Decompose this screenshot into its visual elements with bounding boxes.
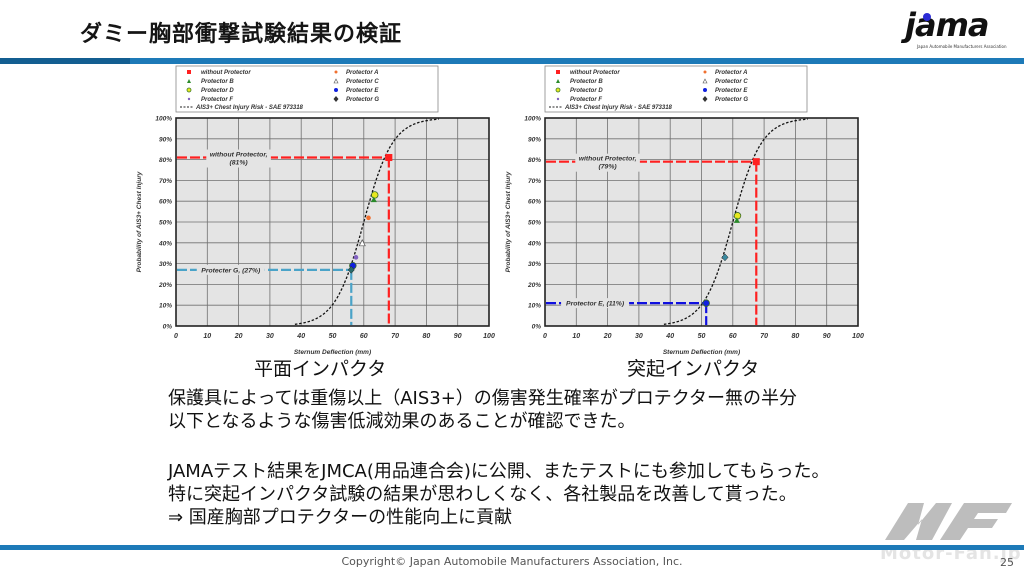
svg-text:Protector C: Protector C <box>346 79 379 85</box>
svg-text:80: 80 <box>792 333 800 340</box>
svg-text:10: 10 <box>203 333 211 340</box>
svg-text:70: 70 <box>760 333 768 340</box>
svg-text:20%: 20% <box>158 282 172 289</box>
svg-text:without Protector: without Protector <box>570 70 620 76</box>
copyright-text: Copyright© Japan Automobile Manufacturer… <box>341 555 683 568</box>
svg-text:40: 40 <box>665 333 674 340</box>
svg-text:40%: 40% <box>158 240 172 247</box>
summary-paragraph: 保護具によっては重傷以上（AIS3+）の傷害発生確率がプロテクター無の半分 以下… <box>168 387 797 433</box>
svg-text:without Protector: without Protector <box>201 70 251 76</box>
svg-text:Protector G: Protector G <box>346 97 379 103</box>
svg-text:Protector D: Protector D <box>570 88 603 94</box>
svg-text:Protector D: Protector D <box>201 88 234 94</box>
svg-text:20: 20 <box>234 333 243 340</box>
svg-text:Protecter G, (27%): Protecter G, (27%) <box>201 267 261 274</box>
svg-text:Protector C: Protector C <box>715 79 748 85</box>
svg-text:50%: 50% <box>528 220 541 227</box>
chart-caption: 突起インパクタ <box>627 358 760 380</box>
svg-text:90: 90 <box>454 333 462 340</box>
svg-text:100: 100 <box>852 333 864 340</box>
logo-dot-icon <box>923 13 931 21</box>
text-line: ⇒ 国産胸部プロテクターの性能向上に貢献 <box>168 507 513 528</box>
svg-text:AIS3+ Chest Injury Risk - SAE: AIS3+ Chest Injury Risk - SAE 973318 <box>564 105 673 111</box>
svg-text:Sternum Deflection (mm): Sternum Deflection (mm) <box>294 349 371 356</box>
logo-subtext: Japan Automobile Manufacturers Associati… <box>917 44 1007 49</box>
svg-text:Protector B: Protector B <box>570 79 603 85</box>
svg-text:Protector F: Protector F <box>570 97 602 103</box>
text-line: 以下となるような傷害低減効果のあることが確認できた。 <box>168 411 636 432</box>
svg-text:AIS3+ Chest Injury Risk - SAE: AIS3+ Chest Injury Risk - SAE 973318 <box>195 105 304 111</box>
svg-text:0: 0 <box>543 333 547 340</box>
jmca-paragraph: JAMAテスト結果をJMCA(用品連合会)に公開、またテストにも参加してもらった… <box>168 460 829 529</box>
svg-text:0%: 0% <box>532 324 542 331</box>
chart-svg: without Protector Protector A Protector … <box>505 65 864 357</box>
chart-protrusion-impactor: without Protector Protector A Protector … <box>499 64 869 380</box>
svg-text:60: 60 <box>360 333 368 340</box>
svg-text:50%: 50% <box>159 220 172 227</box>
svg-text:Protector E: Protector E <box>346 88 379 94</box>
chart-svg: without Protector Protector A Protector … <box>136 65 495 357</box>
svg-text:100%: 100% <box>155 116 172 123</box>
svg-text:90%: 90% <box>528 136 541 143</box>
svg-text:(81%): (81%) <box>230 160 249 167</box>
svg-text:60%: 60% <box>159 199 172 206</box>
svg-text:20%: 20% <box>527 282 541 289</box>
svg-text:50: 50 <box>329 333 337 340</box>
plot-area: 0 10 20 30 40 50 60 70 80 90 100 0% 10% 20% 30% 40% 50% 6… <box>136 116 495 357</box>
svg-text:70%: 70% <box>159 178 172 185</box>
jama-logo: jama Japan Automobile Manufacturers Asso… <box>903 6 1007 50</box>
svg-text:Sternum Deflection (mm): Sternum Deflection (mm) <box>663 349 740 356</box>
svg-text:40: 40 <box>296 333 305 340</box>
svg-text:80%: 80% <box>528 157 541 164</box>
svg-text:Protector F: Protector F <box>201 97 233 103</box>
svg-text:30: 30 <box>635 333 643 340</box>
svg-text:90: 90 <box>823 333 831 340</box>
svg-text:70: 70 <box>391 333 399 340</box>
svg-text:70%: 70% <box>528 178 541 185</box>
svg-text:10: 10 <box>572 333 580 340</box>
svg-text:40%: 40% <box>527 240 541 247</box>
svg-text:30%: 30% <box>528 261 541 268</box>
svg-text:20: 20 <box>603 333 612 340</box>
chart-caption: 平面インパクタ <box>254 358 387 380</box>
svg-text:100: 100 <box>483 333 495 340</box>
svg-text:30%: 30% <box>159 261 172 268</box>
plot-area: 0 10 20 30 40 50 60 70 80 90 100 0% 10% 20% 30% 40% 50% 6… <box>505 116 864 357</box>
svg-text:Protector E: Protector E <box>715 88 748 94</box>
svg-text:80: 80 <box>423 333 431 340</box>
svg-text:without Protector,: without Protector, <box>210 152 268 159</box>
svg-text:Protector G: Protector G <box>715 97 748 103</box>
svg-text:Probability of AIS3+ Chest Inj: Probability of AIS3+ Chest Injury <box>136 171 143 272</box>
svg-text:100%: 100% <box>524 116 541 123</box>
header-divider <box>0 58 1024 64</box>
svg-text:Protector B: Protector B <box>201 79 234 85</box>
svg-text:80%: 80% <box>159 157 172 164</box>
page-number: 25 <box>1000 556 1014 569</box>
svg-text:Probability of AIS3+ Chest Inj: Probability of AIS3+ Chest Injury <box>505 171 512 272</box>
svg-text:Protector E, (11%): Protector E, (11%) <box>566 301 625 308</box>
svg-text:10%: 10% <box>159 303 172 310</box>
text-line: JAMAテスト結果をJMCA(用品連合会)に公開、またテストにも参加してもらった… <box>168 461 830 482</box>
svg-text:60: 60 <box>729 333 737 340</box>
logo-wordmark: jama <box>905 6 989 44</box>
text-line: 特に突起インパクタ試験の結果が思わしくなく、各社製品を改善して貰った。 <box>168 484 797 505</box>
svg-text:10%: 10% <box>528 303 541 310</box>
svg-text:0%: 0% <box>163 324 173 331</box>
page-title: ダミー胸部衝撃試験結果の検証 <box>80 22 403 47</box>
svg-text:without Protector,: without Protector, <box>579 156 637 163</box>
chart-legend: without Protector Protector A Protector … <box>175 65 439 113</box>
chart-flat-impactor: without Protector Protector A Protector … <box>130 64 500 380</box>
svg-text:Protector A: Protector A <box>715 70 747 76</box>
footer-divider <box>0 545 1024 550</box>
svg-text:90%: 90% <box>159 136 172 143</box>
svg-text:0: 0 <box>174 333 178 340</box>
svg-text:60%: 60% <box>528 199 541 206</box>
svg-text:(79%): (79%) <box>599 164 618 171</box>
chart-legend: without Protector Protector A Protector … <box>544 65 808 113</box>
svg-text:30: 30 <box>266 333 274 340</box>
svg-text:50: 50 <box>698 333 706 340</box>
text-line: 保護具によっては重傷以上（AIS3+）の傷害発生確率がプロテクター無の半分 <box>168 388 798 409</box>
svg-text:Protector A: Protector A <box>346 70 378 76</box>
mf-logo-icon <box>885 503 1012 540</box>
